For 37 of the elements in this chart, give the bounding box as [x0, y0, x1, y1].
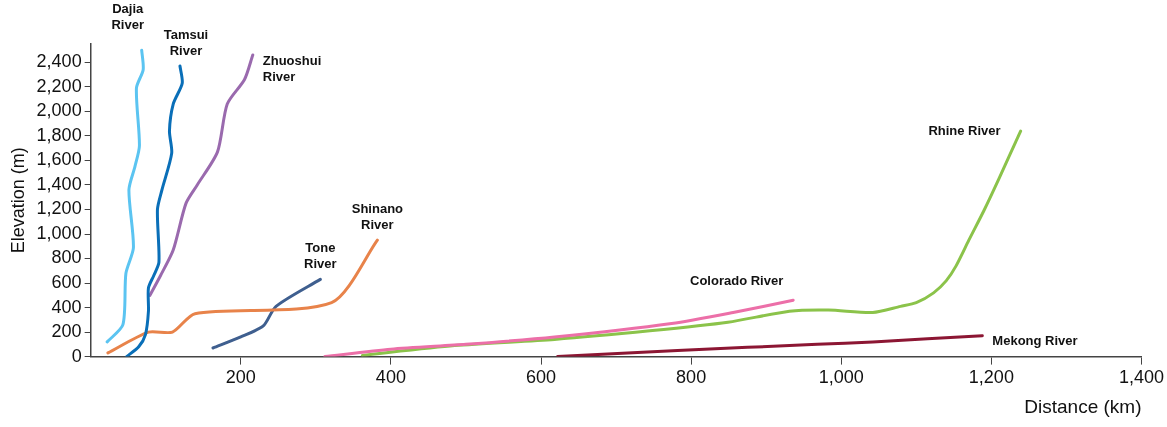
y-tick-label: 800 — [51, 247, 82, 268]
x-tick-label: 200 — [225, 367, 256, 388]
x-tick-label: 1,200 — [968, 367, 1014, 388]
series-label: Colorado River — [690, 273, 784, 289]
line-series — [556, 334, 984, 357]
y-tick-label: 200 — [51, 321, 82, 342]
x-tick-label: 800 — [676, 367, 707, 388]
y-tick-label: 600 — [51, 272, 82, 293]
y-tick-label: 0 — [71, 345, 82, 366]
line-series — [211, 277, 322, 350]
y-tick-label: 400 — [51, 296, 82, 317]
x-tick-label: 400 — [375, 367, 406, 388]
y-tick-label: 1,600 — [36, 149, 82, 170]
y-tick-label: 2,400 — [36, 51, 82, 72]
x-tick-label: 1,000 — [818, 367, 864, 388]
series-label: Tamsui River — [163, 27, 209, 59]
y-tick-label: 1,800 — [36, 124, 82, 145]
line-series — [148, 53, 255, 297]
series-label: Shinano River — [351, 201, 404, 233]
y-tick-label: 1,400 — [36, 173, 82, 194]
x-axis-title: Distance (km) — [1024, 395, 1142, 417]
line-series — [106, 238, 379, 355]
line-series — [323, 298, 795, 357]
series-label: Zhuoshui River — [262, 52, 322, 84]
series-label: Tone River — [304, 240, 337, 272]
y-axis-title: Elevation (m) — [7, 147, 28, 254]
x-tick-label: 1,400 — [1118, 367, 1164, 388]
series-label: Dajia River — [111, 1, 144, 33]
y-tick-label: 2,000 — [36, 100, 82, 121]
series-label: Mekong River — [992, 333, 1078, 349]
line-series — [105, 48, 145, 344]
y-tick-label: 1,200 — [36, 198, 82, 219]
y-tick-label: 2,200 — [36, 75, 82, 96]
series-label: Rhine River — [928, 122, 1001, 138]
x-tick-label: 600 — [525, 367, 557, 388]
line-series — [125, 64, 184, 357]
y-tick-label: 1,000 — [36, 222, 82, 243]
